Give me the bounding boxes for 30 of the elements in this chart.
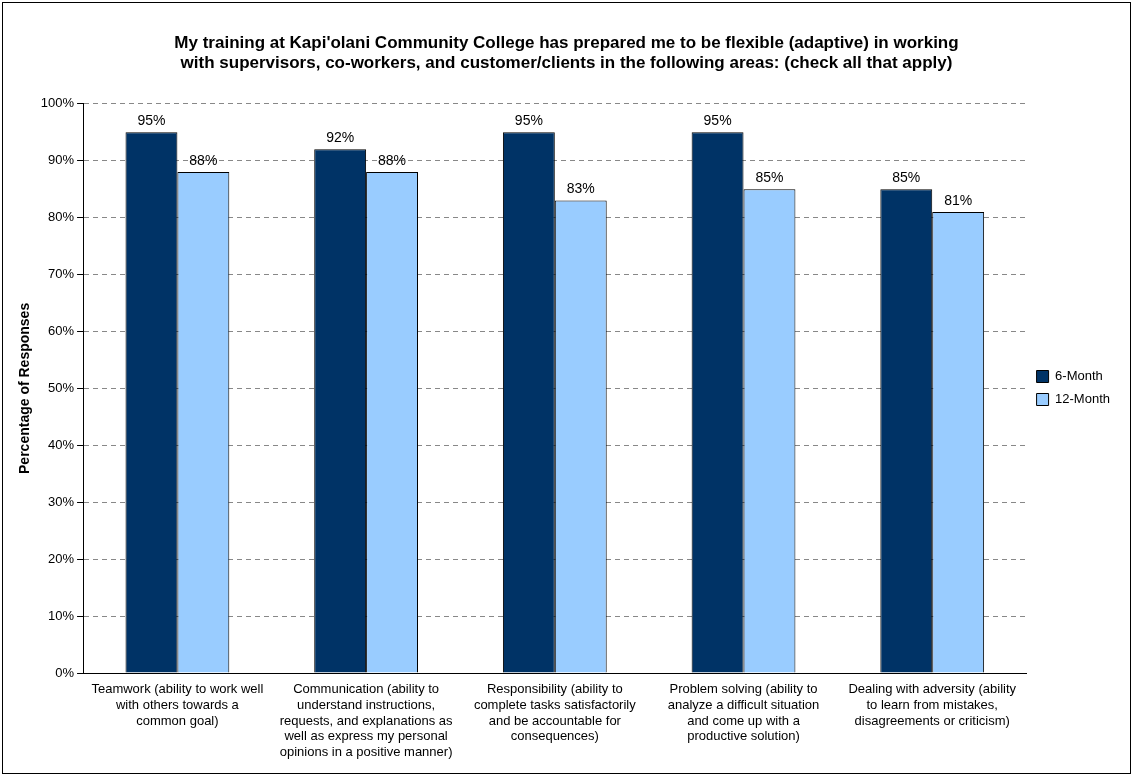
y-tick-label: 100% xyxy=(40,95,75,111)
x-tick-label: Teamwork (ability to work well with others towards a common goal) xyxy=(91,681,264,728)
chart-title: My training at Kapi'olani Community College has prepared me to be flexible (adaptive) in working with supervisors, co-workers, and customer/clients in the following areas: (check all that apply) xyxy=(174,32,959,73)
y-tick-label: 60% xyxy=(48,323,75,339)
y-tick-label: 80% xyxy=(48,209,75,225)
data-label: 81% xyxy=(944,191,973,208)
x-tick-label: Problem solving (ability to analyze a difficult situation and come up with a productive solution) xyxy=(667,681,820,744)
y-tick-label: 20% xyxy=(48,550,75,566)
y-axis-title: Percentage of Responses xyxy=(16,302,33,474)
legend-label: 12-Month xyxy=(1055,391,1110,407)
y-tick-label: 40% xyxy=(48,436,75,452)
x-tick-label: Responsibility (ability to complete tasks satisfactorily and be accountable for consequences) xyxy=(473,681,637,744)
x-tick-label: Communication (ability to understand instructions, requests, and explanations as well as express my personal opinions in a positive manner) xyxy=(279,681,453,759)
data-label: 92% xyxy=(326,129,355,146)
y-tick-label: 50% xyxy=(48,379,75,395)
data-label: 85% xyxy=(755,169,784,186)
legend-label: 6-Month xyxy=(1055,368,1103,384)
y-tick-label: 30% xyxy=(48,493,75,509)
data-label: 85% xyxy=(892,169,921,186)
data-label: 88% xyxy=(189,151,218,168)
data-label: 88% xyxy=(378,151,407,168)
y-tick-label: 90% xyxy=(48,152,75,168)
y-tick-label: 70% xyxy=(48,266,75,282)
data-label: 95% xyxy=(514,112,543,129)
data-label: 95% xyxy=(703,112,732,129)
data-label: 95% xyxy=(137,112,166,129)
data-label: 83% xyxy=(566,180,595,197)
x-tick-label: Dealing with adversity (ability to learn from mistakes, disagreements or criticism) xyxy=(848,681,1017,728)
y-tick-label: 10% xyxy=(48,607,75,623)
y-tick-label: 0% xyxy=(55,664,75,680)
